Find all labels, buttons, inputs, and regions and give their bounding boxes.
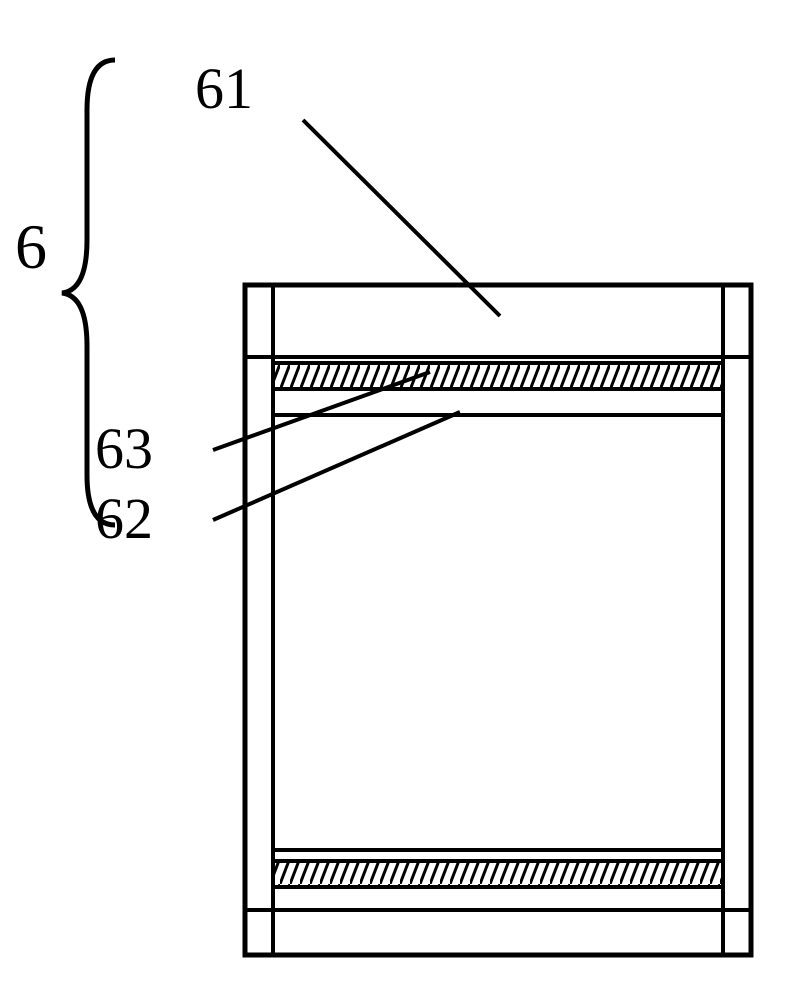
label-62: 62 [95, 490, 153, 548]
leader-62 [213, 412, 460, 520]
hatched-band-top [273, 363, 723, 389]
label-63: 63 [95, 420, 153, 478]
label-6: 6 [15, 215, 47, 279]
label-61: 61 [195, 60, 253, 118]
hatched-band-bottom [273, 861, 723, 887]
